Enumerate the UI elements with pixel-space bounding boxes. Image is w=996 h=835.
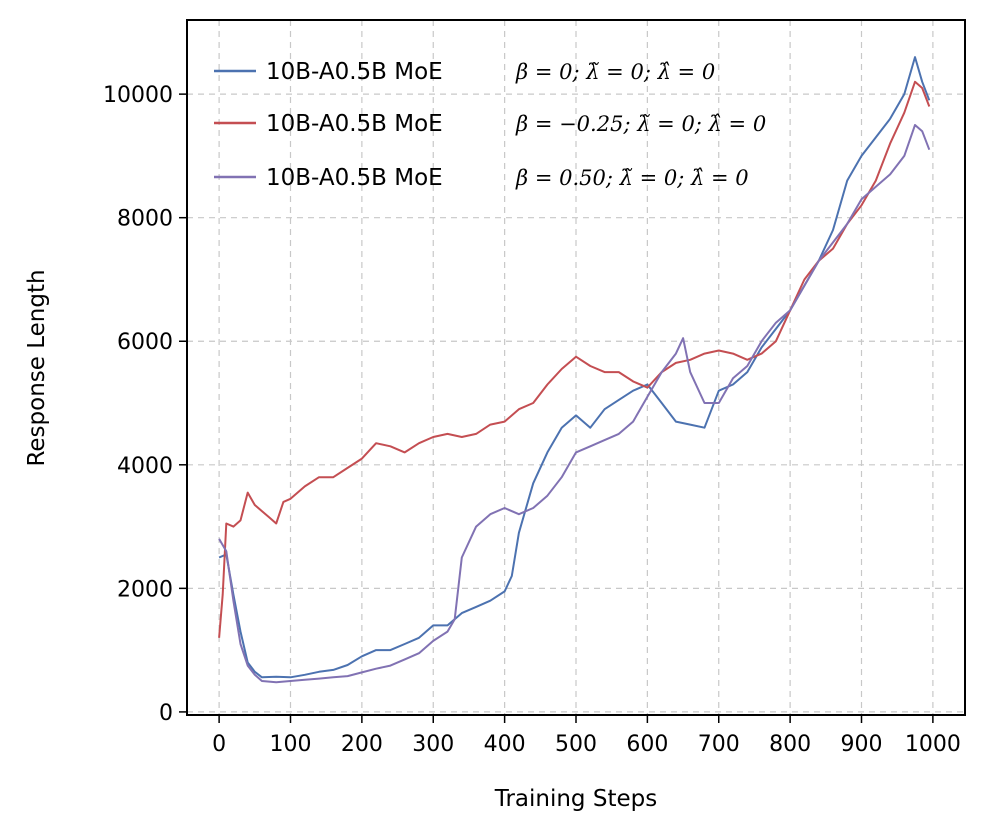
legend-label-beta-0: 10B-A0.5B MoE bbox=[266, 59, 443, 85]
y-axis-ticks: 0 2000 4000 6000 8000 10000 bbox=[103, 83, 187, 726]
y-tick-label: 10000 bbox=[103, 83, 173, 108]
legend: 10B-A0.5B MoE β = 0; λ̃ = 0; λ̂ = 0 10B-… bbox=[214, 59, 766, 191]
x-tick-label: 300 bbox=[412, 732, 454, 757]
x-axis-ticks: 0 100 200 300 400 500 600 700 800 900 1000 bbox=[212, 715, 961, 757]
x-tick-label: 800 bbox=[769, 732, 811, 757]
series-group bbox=[218, 56, 931, 684]
y-tick-label: 2000 bbox=[117, 577, 173, 602]
legend-math-beta-050: β = 0.50; λ̃ = 0; λ̂ = 0 bbox=[515, 166, 749, 190]
x-axis-title: Training Steps bbox=[494, 786, 657, 812]
x-tick-label: 100 bbox=[269, 732, 311, 757]
legend-math-beta-0: β = 0; λ̃ = 0; λ̂ = 0 bbox=[515, 60, 715, 84]
x-tick-label: 900 bbox=[841, 732, 883, 757]
x-tick-label: 1000 bbox=[905, 732, 961, 757]
x-tick-label: 0 bbox=[212, 732, 226, 757]
legend-item-beta-0: 10B-A0.5B MoE β = 0; λ̃ = 0; λ̂ = 0 bbox=[214, 59, 715, 85]
x-tick-label: 400 bbox=[484, 732, 526, 757]
legend-label-beta-neg025: 10B-A0.5B MoE bbox=[266, 111, 443, 137]
y-axis-title: Response Length bbox=[24, 269, 50, 466]
x-tick-label: 700 bbox=[698, 732, 740, 757]
series-line-1 bbox=[218, 80, 931, 638]
grid bbox=[187, 20, 965, 715]
x-tick-label: 600 bbox=[626, 732, 668, 757]
y-tick-label: 6000 bbox=[117, 330, 173, 355]
y-tick-label: 0 bbox=[159, 701, 173, 726]
legend-label-beta-050: 10B-A0.5B MoE bbox=[266, 165, 443, 191]
legend-item-beta-050: 10B-A0.5B MoE β = 0.50; λ̃ = 0; λ̂ = 0 bbox=[214, 165, 749, 191]
x-tick-label: 500 bbox=[555, 732, 597, 757]
series-line-2 bbox=[218, 124, 931, 684]
legend-item-beta-neg025: 10B-A0.5B MoE β = −0.25; λ̃ = 0; λ̂ = 0 bbox=[214, 111, 766, 137]
legend-math-beta-neg025: β = −0.25; λ̃ = 0; λ̂ = 0 bbox=[515, 112, 766, 136]
y-tick-label: 8000 bbox=[117, 207, 173, 232]
x-tick-label: 200 bbox=[341, 732, 383, 757]
y-tick-label: 4000 bbox=[117, 454, 173, 479]
